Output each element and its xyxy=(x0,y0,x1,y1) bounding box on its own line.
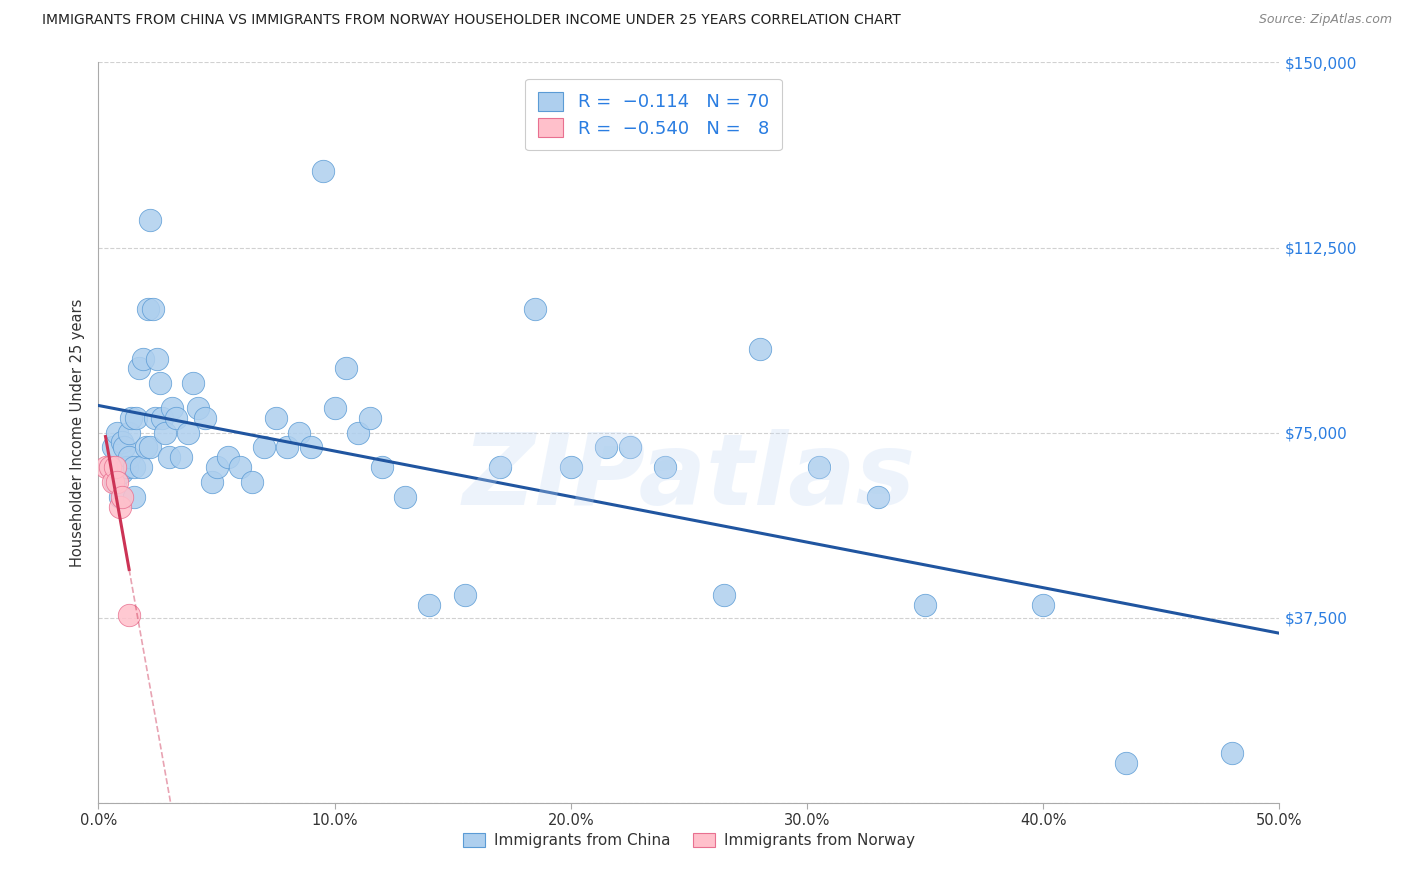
Point xyxy=(122,490,145,504)
Point xyxy=(217,450,239,465)
Point xyxy=(1115,756,1137,771)
Point xyxy=(160,401,183,415)
Point xyxy=(101,475,124,489)
Point xyxy=(713,589,735,603)
Text: IMMIGRANTS FROM CHINA VS IMMIGRANTS FROM NORWAY HOUSEHOLDER INCOME UNDER 25 YEAR: IMMIGRANTS FROM CHINA VS IMMIGRANTS FROM… xyxy=(42,13,901,28)
Point xyxy=(104,475,127,489)
Point xyxy=(108,490,131,504)
Point xyxy=(101,441,124,455)
Point xyxy=(105,475,128,489)
Point xyxy=(177,425,200,440)
Point xyxy=(115,460,138,475)
Point xyxy=(149,376,172,391)
Legend: Immigrants from China, Immigrants from Norway: Immigrants from China, Immigrants from N… xyxy=(457,827,921,855)
Point xyxy=(394,490,416,504)
Point xyxy=(229,460,252,475)
Point xyxy=(122,460,145,475)
Point xyxy=(98,460,121,475)
Point xyxy=(201,475,224,489)
Point xyxy=(299,441,322,455)
Point xyxy=(146,351,169,366)
Point xyxy=(94,460,117,475)
Point xyxy=(489,460,512,475)
Point xyxy=(371,460,394,475)
Point xyxy=(1220,747,1243,761)
Point xyxy=(276,441,298,455)
Point xyxy=(132,351,155,366)
Point xyxy=(524,302,547,317)
Point xyxy=(1032,599,1054,613)
Point xyxy=(170,450,193,465)
Point xyxy=(619,441,641,455)
Point xyxy=(194,410,217,425)
Point xyxy=(288,425,311,440)
Point xyxy=(181,376,204,391)
Point xyxy=(139,441,162,455)
Point xyxy=(157,450,180,465)
Point xyxy=(347,425,370,440)
Point xyxy=(142,302,165,317)
Point xyxy=(312,164,335,178)
Point xyxy=(104,460,127,475)
Point xyxy=(253,441,276,455)
Point xyxy=(118,608,141,623)
Point xyxy=(240,475,263,489)
Point xyxy=(105,425,128,440)
Point xyxy=(98,460,121,475)
Point xyxy=(165,410,187,425)
Point xyxy=(121,410,143,425)
Point xyxy=(135,441,157,455)
Y-axis label: Householder Income Under 25 years: Householder Income Under 25 years xyxy=(70,299,86,566)
Point xyxy=(153,425,176,440)
Point xyxy=(150,410,173,425)
Point xyxy=(111,465,134,479)
Point xyxy=(453,589,475,603)
Point xyxy=(807,460,830,475)
Point xyxy=(108,500,131,514)
Point xyxy=(595,441,617,455)
Point xyxy=(118,450,141,465)
Point xyxy=(111,435,134,450)
Point xyxy=(335,361,357,376)
Point xyxy=(418,599,440,613)
Point xyxy=(264,410,287,425)
Point xyxy=(560,460,582,475)
Point xyxy=(914,599,936,613)
Point xyxy=(125,410,148,425)
Point xyxy=(866,490,889,504)
Point xyxy=(136,302,159,317)
Point xyxy=(108,460,131,475)
Text: ZIPatlas: ZIPatlas xyxy=(463,428,915,525)
Point xyxy=(359,410,381,425)
Point xyxy=(205,460,228,475)
Text: Source: ZipAtlas.com: Source: ZipAtlas.com xyxy=(1258,13,1392,27)
Point xyxy=(129,460,152,475)
Point xyxy=(143,410,166,425)
Point xyxy=(128,361,150,376)
Point xyxy=(111,490,134,504)
Point xyxy=(118,425,141,440)
Point xyxy=(654,460,676,475)
Point xyxy=(748,342,770,356)
Point xyxy=(323,401,346,415)
Point xyxy=(112,441,135,455)
Point xyxy=(139,213,162,227)
Point xyxy=(187,401,209,415)
